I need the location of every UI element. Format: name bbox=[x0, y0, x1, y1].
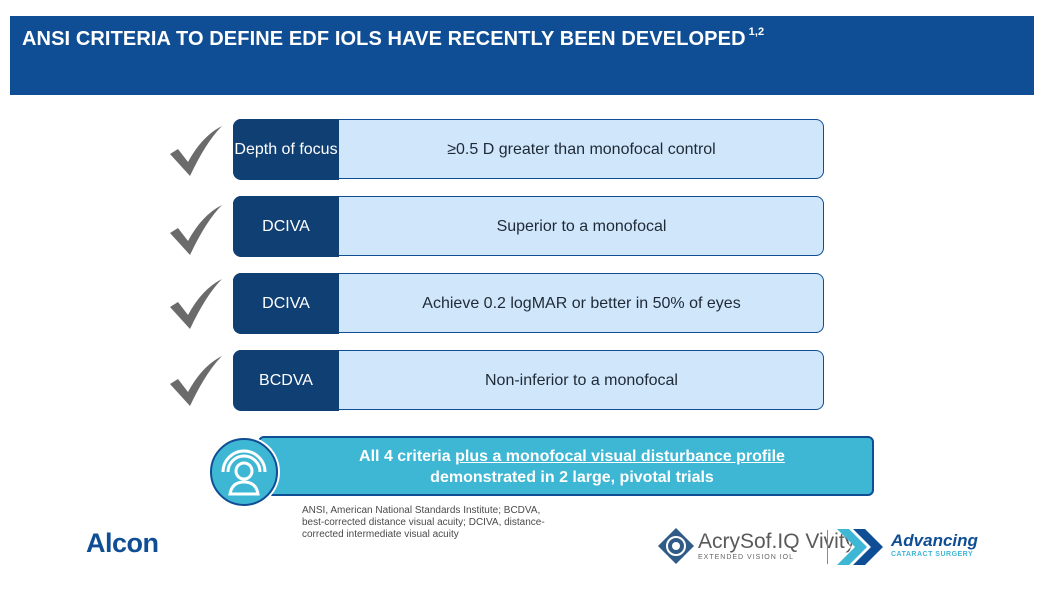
criterion-tag: Depth of focus bbox=[233, 119, 339, 180]
criterion-row-dciva-superior: DCIVA Superior to a monofocal bbox=[233, 196, 824, 257]
checkmark-icon bbox=[168, 354, 224, 410]
criterion-tag: BCDVA bbox=[233, 350, 339, 411]
criterion-row-bcdva: BCDVA Non-inferior to a monofocal bbox=[233, 350, 824, 411]
alcon-logo: Alcon bbox=[86, 528, 159, 558]
summary-text: All 4 criteria plus a monofocal visual d… bbox=[359, 448, 785, 486]
criterion-tag: DCIVA bbox=[233, 196, 339, 257]
checkmark-icon bbox=[168, 203, 224, 259]
acrysof-name: AcrySof.IQ Vivity. bbox=[698, 530, 860, 553]
criterion-text: Non-inferior to a monofocal bbox=[485, 371, 678, 389]
criterion-text: Achieve 0.2 logMAR or better in 50% of e… bbox=[422, 294, 741, 312]
reference-superscript: 1,2 bbox=[748, 26, 765, 39]
header-bar: ANSI CRITERIA TO DEFINE EDF IOLS HAVE RE… bbox=[10, 16, 1034, 95]
criterion-row-depth-of-focus: Depth of focus ≥0.5 D greater than monof… bbox=[233, 119, 824, 180]
page-title: ANSI CRITERIA TO DEFINE EDF IOLS HAVE RE… bbox=[22, 26, 765, 50]
summary-bar bbox=[258, 436, 874, 496]
criterion-tag: DCIVA bbox=[233, 273, 339, 334]
logo-divider bbox=[827, 530, 828, 564]
criterion-text: ≥0.5 D greater than monofocal control bbox=[447, 140, 716, 158]
summary-underlined-text: plus a monofocal visual disturbance prof… bbox=[455, 448, 785, 465]
checkmark-icon bbox=[168, 277, 224, 333]
criterion-text: Superior to a monofocal bbox=[496, 217, 667, 235]
acrysof-subtitle: EXTENDED VISION IOL bbox=[698, 554, 795, 561]
checkmark-icon bbox=[168, 124, 224, 180]
advancing-title: Advancing bbox=[891, 531, 978, 550]
abbreviations-footnote: ANSI, American National Standards Instit… bbox=[302, 505, 545, 540]
summary-banner: All 4 criteria plus a monofocal visual d… bbox=[206, 436, 874, 508]
person-broadcast-icon bbox=[206, 434, 286, 514]
criterion-row-dciva-logmar: DCIVA Achieve 0.2 logMAR or better in 50… bbox=[233, 273, 824, 334]
advancing-subtitle: CATARACT SURGERY bbox=[891, 551, 974, 558]
lens-icon bbox=[657, 527, 695, 565]
chevron-icon bbox=[835, 527, 885, 567]
